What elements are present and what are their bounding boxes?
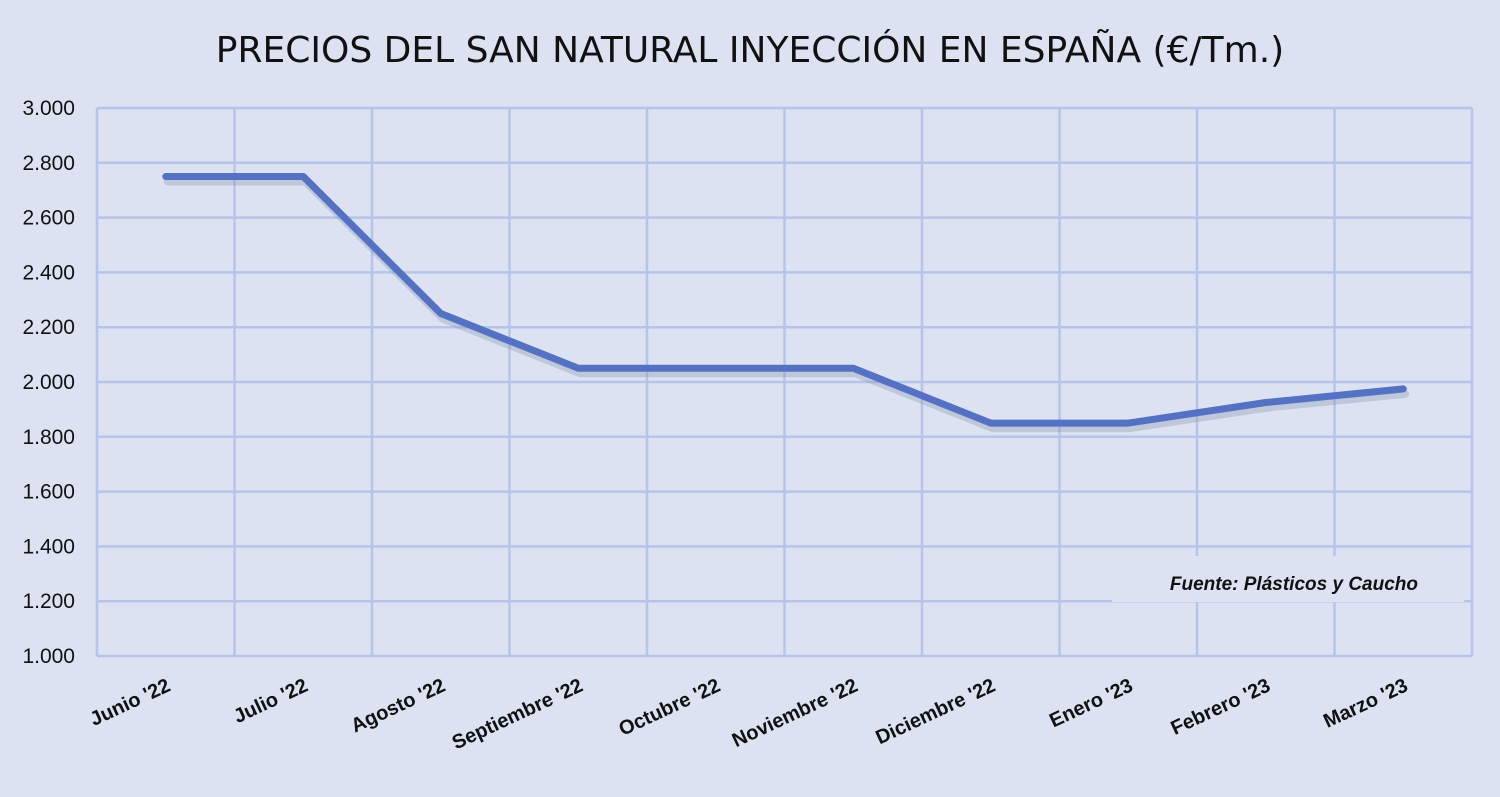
x-tick-label: Noviembre '22	[729, 675, 861, 752]
y-tick-label: 3.000	[22, 97, 75, 120]
x-tick-label: Octubre '22	[616, 675, 724, 741]
source-annotation: Fuente: Plásticos y Caucho	[1170, 574, 1418, 595]
x-tick-label: Enero '23	[1046, 675, 1136, 733]
x-tick-label: Febrero '23	[1168, 675, 1274, 740]
x-tick-label: Junio '22	[87, 675, 174, 731]
series-line	[162, 173, 1407, 427]
y-tick-label: 2.000	[22, 371, 75, 394]
y-tick-label: 1.000	[22, 645, 75, 668]
x-tick-label: Agosto '22	[348, 675, 449, 738]
y-tick-label: 1.600	[22, 481, 75, 504]
y-tick-label: 2.200	[22, 316, 75, 339]
y-tick-label: 1.400	[22, 535, 75, 558]
y-tick-label: 2.800	[22, 152, 75, 175]
x-tick-label: Septiembre '22	[449, 675, 587, 755]
x-tick-label: Julio '22	[230, 675, 311, 728]
chart-title: PRECIOS DEL SAN NATURAL INYECCIÓN EN ESP…	[216, 29, 1284, 71]
x-tick-label: Diciembre '22	[872, 675, 998, 750]
x-tick-label: Marzo '23	[1320, 675, 1411, 733]
y-tick-label: 1.800	[22, 426, 75, 449]
y-tick-label: 1.200	[22, 590, 75, 613]
y-tick-label: 2.600	[22, 207, 75, 230]
y-tick-label: 2.400	[22, 261, 75, 284]
source-box	[1112, 556, 1464, 602]
